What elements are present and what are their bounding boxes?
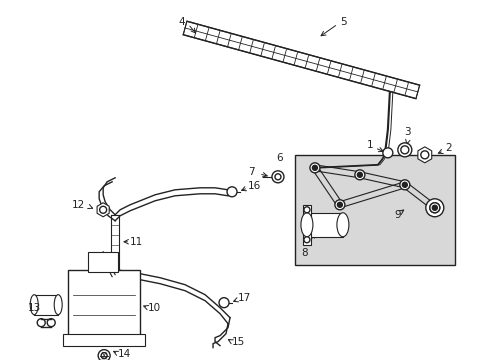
Circle shape <box>47 319 55 327</box>
Circle shape <box>357 172 362 177</box>
Circle shape <box>420 151 428 159</box>
Text: 10: 10 <box>148 303 161 313</box>
Ellipse shape <box>300 213 312 237</box>
Circle shape <box>304 207 309 213</box>
Text: 1: 1 <box>366 140 372 150</box>
Text: 12: 12 <box>72 200 85 210</box>
Bar <box>63 334 145 346</box>
Circle shape <box>402 182 407 187</box>
Polygon shape <box>417 147 431 163</box>
Text: 5: 5 <box>339 17 346 27</box>
Text: 7: 7 <box>248 167 254 177</box>
Circle shape <box>400 146 408 154</box>
Text: 11: 11 <box>130 237 143 247</box>
Bar <box>88 252 118 272</box>
Circle shape <box>432 206 436 210</box>
Circle shape <box>397 143 411 157</box>
Circle shape <box>219 298 228 308</box>
Text: 4: 4 <box>178 17 184 27</box>
Circle shape <box>304 237 309 243</box>
Text: 16: 16 <box>247 181 261 191</box>
Text: 17: 17 <box>238 293 251 303</box>
Circle shape <box>309 163 319 173</box>
Bar <box>68 270 140 342</box>
Bar <box>34 295 58 315</box>
Text: 3: 3 <box>404 127 410 137</box>
Bar <box>306 213 342 237</box>
Circle shape <box>274 174 281 180</box>
Circle shape <box>337 202 342 207</box>
Circle shape <box>431 205 436 210</box>
Circle shape <box>101 353 107 359</box>
Text: 8: 8 <box>301 248 307 258</box>
Circle shape <box>399 180 409 190</box>
Ellipse shape <box>54 295 62 315</box>
Circle shape <box>354 170 364 180</box>
Circle shape <box>334 200 344 210</box>
Text: 9: 9 <box>394 210 401 220</box>
Circle shape <box>100 206 106 213</box>
Circle shape <box>382 148 392 158</box>
Ellipse shape <box>30 295 38 315</box>
Circle shape <box>425 199 443 217</box>
Circle shape <box>429 203 439 213</box>
Text: 6: 6 <box>276 153 283 163</box>
Circle shape <box>37 319 45 327</box>
Polygon shape <box>183 21 419 99</box>
Bar <box>303 205 310 245</box>
Bar <box>294 155 454 265</box>
Polygon shape <box>97 203 109 217</box>
Text: 2: 2 <box>444 143 450 153</box>
Text: 13: 13 <box>28 303 41 313</box>
Circle shape <box>429 203 439 213</box>
Circle shape <box>312 165 317 170</box>
Circle shape <box>271 171 284 183</box>
Ellipse shape <box>336 213 348 237</box>
Text: 14: 14 <box>118 348 131 359</box>
Circle shape <box>226 187 237 197</box>
Text: 15: 15 <box>231 337 245 347</box>
Circle shape <box>98 350 110 360</box>
